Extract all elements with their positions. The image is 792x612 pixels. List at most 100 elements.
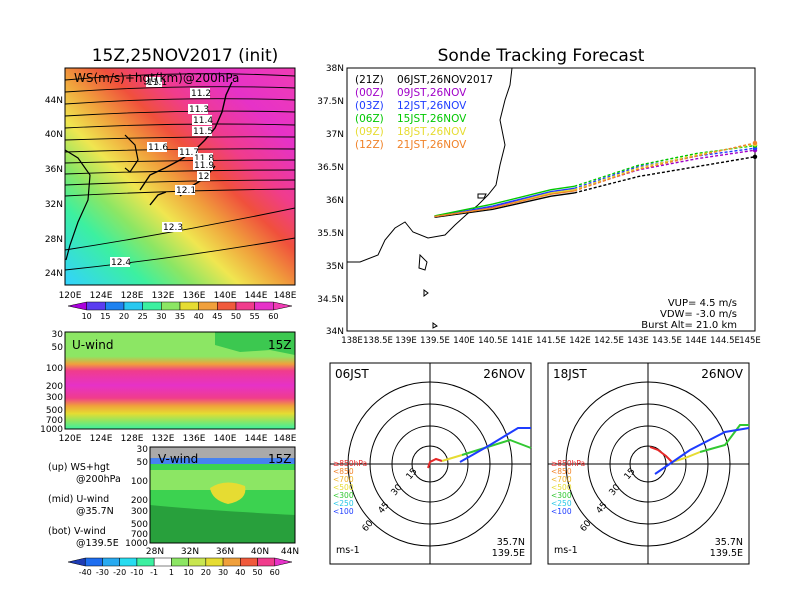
contour-label: 11.4 [193, 116, 213, 126]
lon-tick-label: 136E [183, 291, 206, 301]
lon-tick-label: 142.5E [594, 336, 624, 346]
colorbar-label: 1 [169, 568, 174, 577]
contour-line [64, 86, 296, 93]
pressure-tick: 500 [131, 520, 148, 530]
contour-label-box [147, 142, 167, 152]
track-map: (21Z) 06JST,26NOV2017 (00Z) 09JST,26NOV … [317, 64, 761, 346]
track-lat-ticks: 38N 37.5N 37N 36.5N 36N 35.5N 35N 34.5N … [317, 64, 344, 337]
lon-tick-label: 124E [90, 434, 113, 444]
lon-tick-label: 144.5E [710, 336, 740, 346]
vdw-text: VDW= -3.0 m/s [660, 309, 737, 320]
lat-tick-label: 36N [216, 547, 234, 557]
lon-tick-label: 144E [245, 291, 268, 301]
u-y-ticks: 30 50 100 200 300 500 700 1000 [40, 330, 63, 435]
contour-label: 12.3 [163, 223, 183, 233]
colorbar-swatch [217, 301, 237, 311]
contour-label-box [162, 222, 182, 232]
hodo-ring-labels: 15 30 45 60 [361, 467, 420, 534]
lon-tick-label: 140E [453, 336, 475, 346]
china-coastline [64, 149, 91, 261]
pressure-tick: 300 [131, 507, 148, 517]
level-label: <300 [551, 491, 572, 500]
ws-contours [64, 73, 296, 271]
lon-tick-label: 128E [121, 434, 144, 444]
colorbar-swatch [123, 301, 143, 311]
contour-label: 11.7 [179, 148, 199, 158]
colorbar-swatch [86, 301, 106, 311]
contour-label: 11.5 [193, 127, 213, 137]
lat-tick-label: 40N [45, 130, 63, 140]
lon-tick-label: 140.5E [478, 336, 508, 346]
note-mid-level: @35.7N [76, 506, 114, 517]
hodo-trace-low [427, 457, 443, 469]
lon-tick-label: 138.5E [363, 336, 393, 346]
lon-tick-label: 144E [245, 434, 268, 444]
lon-tick-label: 139E [395, 336, 417, 346]
colorbar-swatch [274, 557, 293, 567]
legend-label: 18JST,26NOV [397, 126, 467, 138]
colorbar-swatch [235, 301, 255, 311]
lon-tick-label: 124E [90, 291, 113, 301]
colorbar-swatch [84, 557, 103, 567]
lon-tick-label: 140E [214, 291, 237, 301]
hodo-date: 26NOV [483, 367, 525, 381]
pressure-tick: 1000 [40, 425, 63, 435]
pressure-tick: 200 [131, 496, 148, 506]
contour-label: 12.1 [176, 186, 196, 196]
ws-panel-label: WS(m/s)+hgt(km)@200hPa [74, 71, 239, 85]
hodo-trace-top [654, 427, 750, 475]
colorbar-swatch [222, 557, 241, 567]
v-light-region [150, 470, 295, 490]
island-marker [477, 193, 487, 199]
hodo-level-legend: ≥850hPa <850 <700 <500 <300 <250 <100 [333, 459, 367, 516]
colorbar-swatch [257, 557, 276, 567]
colorbar-label: 60 [270, 568, 280, 577]
burst-text: Burst Alt= 21.0 km [641, 320, 737, 331]
level-label: <700 [551, 475, 572, 484]
v-x-ticks: 28N 32N 36N 40N 44N [146, 547, 299, 557]
lon-tick-label: 140E [214, 434, 237, 444]
contour-label-box [190, 88, 210, 98]
contour-line [64, 136, 296, 141]
legend-label: 15JST,26NOV [397, 113, 467, 125]
colorbar-label: 20 [201, 568, 211, 577]
v-y-ticks: 30 50 100 200 300 500 700 1000 [125, 445, 148, 549]
lon-tick-label: 136E [183, 434, 206, 444]
lon-tick-label: 132E [152, 291, 175, 301]
note-up-level: @200hPa [76, 474, 121, 485]
contour-label-box [193, 153, 213, 163]
hodo-date: 26NOV [701, 367, 743, 381]
hodo-trace-top [459, 427, 531, 463]
hodo-trace-upper [699, 424, 749, 453]
v-blue-band [150, 458, 295, 464]
hodo-time: 18JST [553, 367, 587, 381]
ws-lat-ticks: 44N 40N 36N 32N 28N 24N [45, 96, 63, 279]
hodo-trace-mid [441, 454, 463, 462]
v-panel-time: 15Z [268, 452, 292, 466]
ws-colorbar: 10 15 20 25 30 35 40 45 50 55 60 [67, 301, 293, 321]
contour-label: 11.8 [194, 154, 214, 164]
vup-text: VUP= 4.5 m/s [668, 298, 737, 309]
colorbar-swatch [142, 301, 162, 311]
sonde-track-ascent [434, 185, 575, 217]
colorbar-label: -20 [113, 568, 126, 577]
contour-label-box [146, 77, 162, 87]
lon-tick-label: 120E [59, 434, 82, 444]
lat-tick-label: 40N [251, 547, 269, 557]
lat-tick-label: 28N [45, 235, 63, 245]
level-label: <500 [333, 483, 354, 492]
pressure-tick: 700 [131, 530, 148, 540]
pressure-tick: 100 [46, 364, 63, 374]
note-bot: (bot) V-wind [48, 526, 106, 537]
colorbar-label: 10 [184, 568, 194, 577]
hodo-level-legend: ≥850hPa <850 <700 <500 <300 <250 <100 [551, 459, 585, 516]
colorbar-label: -30 [96, 568, 109, 577]
lat-tick-label: 28N [146, 547, 164, 557]
colorbar-label: 55 [250, 312, 260, 321]
colorbar-swatch [67, 557, 86, 567]
legend-z: (21Z) [355, 74, 384, 86]
contour-label-box [110, 257, 130, 267]
legend-z: (06Z) [355, 113, 384, 125]
sonde-track-descent [574, 149, 756, 191]
